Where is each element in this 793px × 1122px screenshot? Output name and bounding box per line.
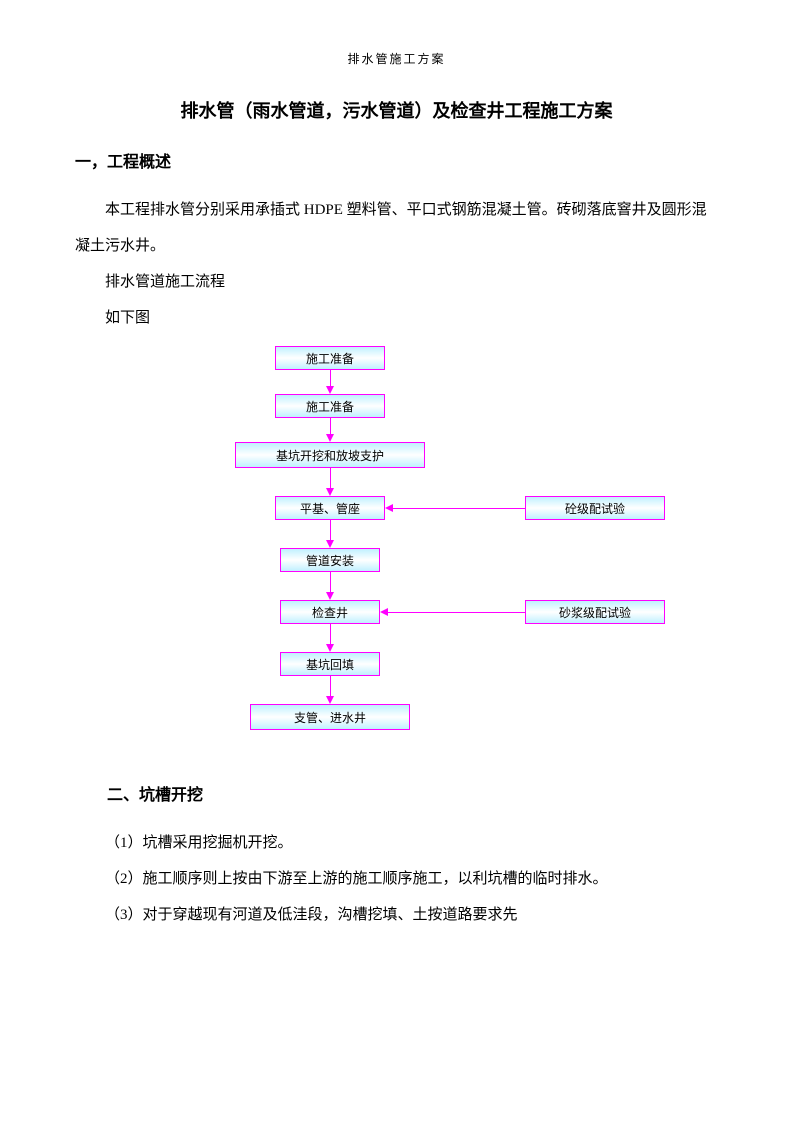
section2: 二、坑槽开挖 （1）坑槽采用挖掘机开挖。 （2）施工顺序则上按由下游至上游的施工… [75,781,718,933]
flowchart-container: 施工准备施工准备基坑开挖和放坡支护平基、管座管道安装检查井基坑回填支管、进水井砼… [165,346,725,766]
flow-arrow [330,572,331,593]
flow-arrow-head [326,488,334,496]
section2-heading: 二、坑槽开挖 [107,781,718,805]
section2-item1: （1）坑槽采用挖掘机开挖。 [75,825,718,861]
flow-arrow-head [326,644,334,652]
flow-arrow [330,370,331,387]
page-header-title: 排水管施工方案 [75,50,718,67]
section2-item2: （2）施工顺序则上按由下游至上游的施工顺序施工，以利坑槽的临时排水。 [75,861,718,897]
flow-arrow-head [326,386,334,394]
flow-arrow [330,468,331,489]
flow-arrow [330,418,331,435]
flow-node-n1: 施工准备 [275,346,385,370]
flow-node-n5: 管道安装 [280,548,380,572]
section2-item3: （3）对于穿越现有河道及低洼段，沟槽挖填、土按道路要求先 [75,897,718,933]
flow-arrow-head [326,696,334,704]
flow-arrow [387,612,525,613]
flow-node-n7: 基坑回填 [280,652,380,676]
flow-node-n6: 检查井 [280,600,380,624]
flow-node-n8: 支管、进水井 [250,704,410,730]
flow-arrow-head [385,504,393,512]
flow-node-n4: 平基、管座 [275,496,385,520]
flow-arrow [330,520,331,541]
flow-node-s1: 砼级配试验 [525,496,665,520]
flow-arrow-head [326,434,334,442]
flow-node-n3: 基坑开挖和放坡支护 [235,442,425,468]
flow-arrow [330,624,331,645]
flow-arrow-head [380,608,388,616]
section1-para1: 本工程排水管分别采用承插式 HDPE 塑料管、平口式钢筋混凝土管。砖砌落底窨井及… [75,192,718,264]
section1-para2: 排水管道施工流程 [75,264,718,300]
flow-arrow [392,508,525,509]
flow-arrow-head [326,540,334,548]
flow-node-n2: 施工准备 [275,394,385,418]
flow-arrow-head [326,592,334,600]
flow-arrow [330,676,331,697]
main-title: 排水管（雨水管道，污水管道）及检查井工程施工方案 [75,97,718,123]
section1-heading: 一，工程概述 [75,148,718,172]
flow-node-s2: 砂浆级配试验 [525,600,665,624]
section1-para3: 如下图 [105,300,718,336]
